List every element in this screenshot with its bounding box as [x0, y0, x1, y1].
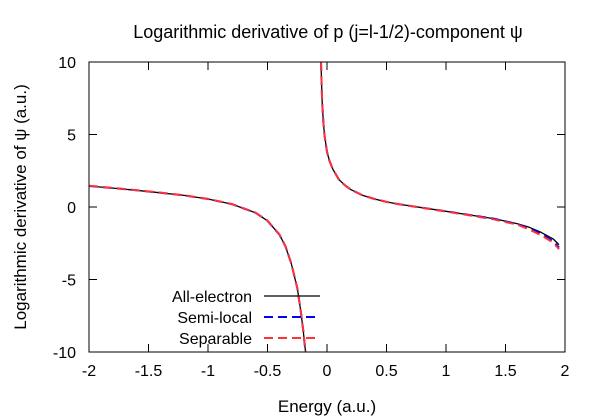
y-axis-label: Logarithmic derivative of ψ (a.u.): [11, 84, 30, 330]
series-line-semi-local: [320, 61, 560, 249]
x-tick-label: -0.5: [254, 363, 282, 380]
x-tick-label: -2: [82, 363, 96, 380]
y-tick-label: 0: [67, 200, 76, 217]
chart-title: Logarithmic derivative of p (j=l-1/2)-co…: [133, 22, 523, 42]
series-line-separable: [88, 184, 307, 353]
x-tick-label: -1: [201, 363, 215, 380]
axis-ticks: -2 -1.5 -1 -0.5 0 0.5 1 1.5 2 -10 -5 0 5 10: [53, 55, 570, 380]
legend: All-electron Semi-local Separable: [172, 289, 320, 348]
y-tick-label: 5: [67, 128, 76, 145]
x-tick-label: 1: [442, 363, 451, 380]
x-tick-label: 1.5: [494, 363, 516, 380]
x-tick-label: 0.5: [375, 363, 397, 380]
series-line-all-electron: [88, 185, 307, 353]
y-tick-label: -5: [62, 273, 76, 290]
x-axis-label: Energy (a.u.): [278, 397, 376, 416]
x-tick-label: 2: [561, 363, 570, 380]
plot-lines: [88, 61, 560, 353]
series-line-separable: [320, 61, 560, 250]
legend-label-separable: Separable: [179, 331, 252, 348]
y-tick-label: 10: [58, 55, 76, 72]
series-line-semi-local: [88, 185, 307, 353]
y-tick-label: -10: [53, 345, 76, 362]
plot-frame: [88, 61, 566, 353]
legend-label-all-electron: All-electron: [172, 289, 252, 306]
legend-label-semi-local: Semi-local: [177, 310, 252, 327]
x-tick-label: -1.5: [135, 363, 163, 380]
x-tick-label: 0: [323, 363, 332, 380]
series-line-all-electron: [320, 61, 560, 246]
